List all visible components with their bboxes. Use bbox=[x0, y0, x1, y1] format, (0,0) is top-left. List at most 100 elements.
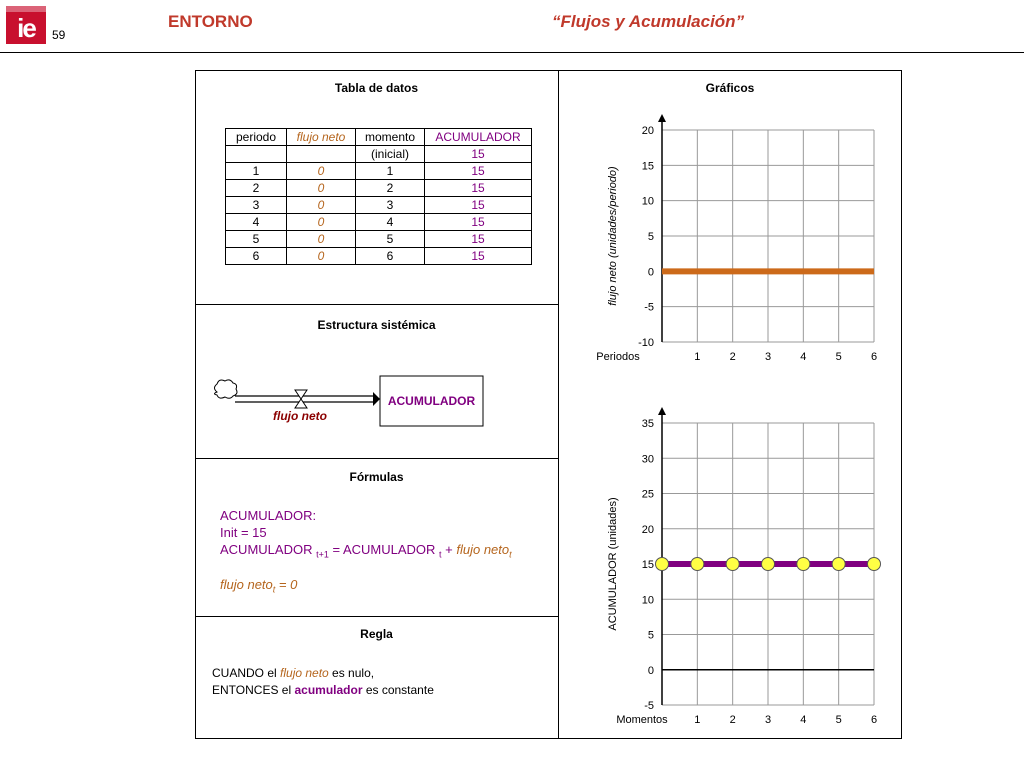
x-tick-label: 6 bbox=[871, 714, 877, 726]
regla-text: es constante bbox=[362, 683, 434, 697]
formula-term: = 0 bbox=[275, 576, 298, 592]
table-cell: 5 bbox=[355, 230, 425, 248]
valve-icon bbox=[294, 389, 308, 409]
data-point bbox=[796, 557, 811, 571]
table-row: 2 0 2 15 bbox=[225, 179, 532, 197]
y-tick-label: 10 bbox=[642, 594, 654, 606]
table-cell: 15 bbox=[424, 145, 532, 163]
stock-box bbox=[379, 375, 484, 427]
regla-line-1: CUANDO el flujo neto es nulo, bbox=[212, 665, 552, 682]
regla-block: CUANDO el flujo neto es nulo, ENTONCES e… bbox=[212, 665, 552, 699]
data-point bbox=[761, 557, 775, 571]
table-cell: 1 bbox=[225, 162, 287, 180]
table-cell: 15 bbox=[424, 213, 532, 231]
formula-block: ACUMULADOR: Init = 15 ACUMULADOR t+1 = A… bbox=[220, 507, 550, 598]
y-axis-arrow-icon bbox=[658, 407, 666, 415]
table-cell: 2 bbox=[355, 179, 425, 197]
table-cell: 3 bbox=[355, 196, 425, 214]
y-tick-label: 25 bbox=[642, 489, 654, 501]
y-tick-label: -10 bbox=[638, 337, 654, 349]
table-cell: 15 bbox=[424, 179, 532, 197]
divider-tabla bbox=[195, 304, 558, 305]
page-number: 59 bbox=[52, 28, 66, 42]
table-cell: 0 bbox=[286, 213, 356, 231]
header-flujo-neto: flujo neto bbox=[286, 128, 356, 146]
x-tick-label: 2 bbox=[730, 714, 736, 726]
y-tick-label: -5 bbox=[644, 700, 654, 712]
table-row: 5 0 5 15 bbox=[225, 230, 532, 248]
regla-text: acumulador bbox=[294, 683, 363, 697]
y-tick-label: 0 bbox=[648, 266, 654, 278]
data-point bbox=[831, 557, 846, 571]
y-tick-label: 20 bbox=[642, 524, 654, 536]
y-tick-label: 5 bbox=[648, 231, 654, 243]
regla-text: ENTONCES el bbox=[212, 683, 295, 697]
stock-flow-diagram bbox=[214, 375, 484, 427]
table-cell: 4 bbox=[225, 213, 287, 231]
table-row: 3 0 3 15 bbox=[225, 196, 532, 214]
x-axis-label: Periodos bbox=[596, 351, 640, 363]
regla-text: es nulo, bbox=[328, 666, 375, 680]
formula-line-3: ACUMULADOR t+1 = ACUMULADOR t + flujo ne… bbox=[220, 541, 550, 564]
table-cell: 15 bbox=[424, 230, 532, 248]
table-cell: 6 bbox=[355, 247, 425, 265]
acumulador-chart: 35 30 25 20 15 10 5 0 -5 1 2 3 4 5 6 Momentos ACUMULADOR… bbox=[607, 407, 881, 726]
formula-subscript: t bbox=[439, 549, 442, 560]
table-cell: 0 bbox=[286, 230, 356, 248]
table-cell: 4 bbox=[355, 213, 425, 231]
data-point bbox=[725, 557, 740, 571]
y-tick-label: 0 bbox=[648, 665, 654, 677]
regla-text: CUANDO el bbox=[212, 666, 281, 680]
y-tick-label: 5 bbox=[648, 630, 654, 642]
x-axis-label: Momentos bbox=[616, 714, 668, 726]
cloud-icon bbox=[214, 379, 238, 399]
flujo-neto-chart: 20 15 10 5 0 -5 -10 1 2 3 4 5 6 Periodos flujo neto (u… bbox=[596, 114, 877, 363]
table-cell: 5 bbox=[225, 230, 287, 248]
table-row: 6 0 6 15 bbox=[225, 247, 532, 265]
x-tick-label: 4 bbox=[800, 714, 806, 726]
table-cell: 15 bbox=[424, 247, 532, 265]
divider-formulas bbox=[195, 616, 558, 617]
table-cell: 3 bbox=[225, 196, 287, 214]
table-header-row: periodo flujo neto momento ACUMULADOR bbox=[225, 128, 532, 146]
table-cell: 6 bbox=[225, 247, 287, 265]
table-row: 1 0 1 15 bbox=[225, 162, 532, 180]
table-cell: 0 bbox=[286, 196, 356, 214]
formula-line-4: flujo netot = 0 bbox=[220, 576, 550, 599]
formula-line-1: ACUMULADOR: bbox=[220, 508, 317, 523]
formula-term: flujo neto bbox=[456, 542, 510, 557]
stock-label: ACUMULADOR bbox=[387, 394, 476, 408]
graficos-title: Gráficos bbox=[705, 81, 755, 95]
y-tick-label: 10 bbox=[642, 196, 654, 208]
x-tick-label: 5 bbox=[836, 351, 842, 363]
y-tick-label: -5 bbox=[644, 302, 654, 314]
y-tick-label: 15 bbox=[642, 160, 654, 172]
regla-title: Regla bbox=[360, 627, 393, 641]
data-point bbox=[655, 557, 669, 571]
table-cell: 15 bbox=[424, 196, 532, 214]
y-axis-label: flujo neto (unidades/periodo) bbox=[607, 166, 619, 306]
content-frame bbox=[195, 70, 902, 739]
table-cell: (inicial) bbox=[355, 145, 425, 163]
page-title: “Flujos y Acumulación” bbox=[552, 12, 745, 31]
table-cell: 0 bbox=[286, 162, 356, 180]
formula-subscript: t bbox=[509, 549, 512, 560]
data-table: periodo flujo neto momento ACUMULADOR (i… bbox=[225, 128, 532, 265]
table-cell: 0 bbox=[286, 247, 356, 265]
data-point bbox=[690, 557, 705, 571]
formula-term: = ACUMULADOR bbox=[328, 542, 440, 557]
formulas-title: Fórmulas bbox=[349, 470, 404, 484]
x-tick-label: 2 bbox=[730, 351, 736, 363]
tabla-title: Tabla de datos bbox=[334, 81, 419, 95]
logo-text: ie bbox=[17, 13, 37, 43]
x-tick-label: 3 bbox=[765, 714, 771, 726]
formula-term: flujo neto bbox=[220, 576, 273, 592]
formula-term: ACUMULADOR bbox=[220, 542, 317, 557]
table-cell: 1 bbox=[355, 162, 425, 180]
y-tick-label: 30 bbox=[642, 453, 654, 465]
estructura-title: Estructura sistémica bbox=[317, 318, 436, 332]
x-tick-label: 6 bbox=[871, 351, 877, 363]
regla-line-2: ENTONCES el acumulador es constante bbox=[212, 682, 552, 699]
y-axis-label: ACUMULADOR (unidades) bbox=[607, 497, 619, 630]
x-tick-label: 3 bbox=[765, 351, 771, 363]
